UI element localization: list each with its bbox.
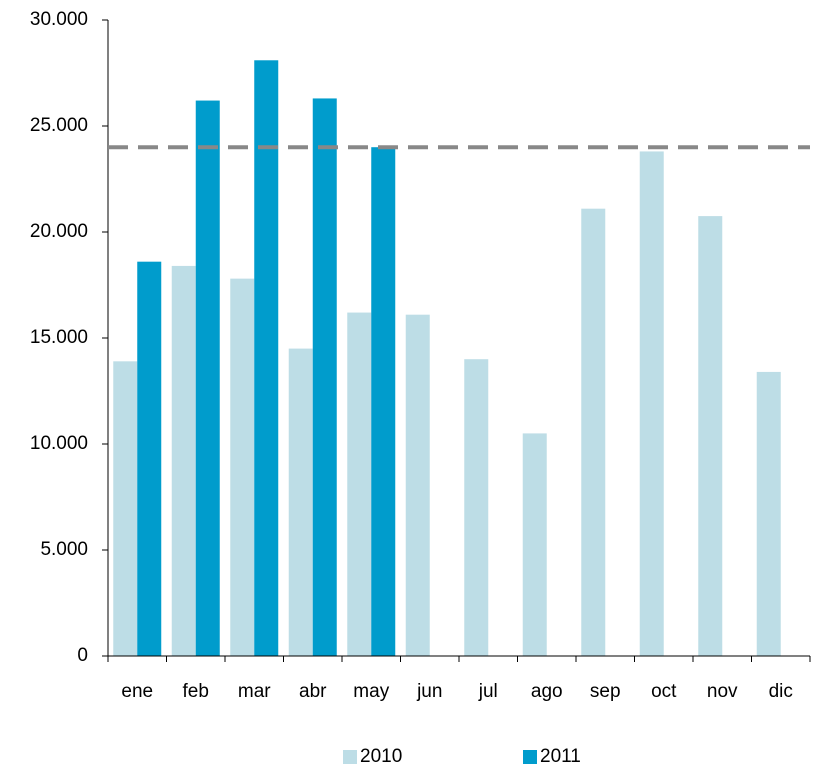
x-tick-label: mar <box>238 681 271 702</box>
x-tick-label: ago <box>531 681 563 702</box>
bar <box>639 151 664 656</box>
bar <box>137 261 162 656</box>
y-tick-label: 20.000 <box>30 221 88 242</box>
y-tick-label: 10.000 <box>30 433 88 454</box>
bar <box>756 371 781 656</box>
bar <box>288 348 313 656</box>
y-tick-label: 25.000 <box>30 115 88 136</box>
bar <box>464 359 489 656</box>
bar <box>195 100 220 656</box>
x-tick-label: dic <box>769 681 793 702</box>
x-tick-label: may <box>353 681 389 702</box>
legend-label: 2011 <box>540 746 581 767</box>
legend-swatch <box>343 750 357 764</box>
y-tick-label: 15.000 <box>30 327 88 348</box>
bar <box>171 265 196 656</box>
x-tick-label: feb <box>183 681 209 702</box>
x-tick-label: sep <box>590 681 621 702</box>
bar <box>347 312 372 656</box>
bar <box>405 314 430 656</box>
bar <box>522 433 547 656</box>
x-tick-label: ene <box>121 681 153 702</box>
legend-swatch <box>523 750 537 764</box>
x-tick-label: jun <box>416 681 442 702</box>
y-tick-label: 5.000 <box>40 539 88 560</box>
x-tick-label: jul <box>478 681 498 702</box>
y-tick-label: 0 <box>77 645 88 666</box>
bar <box>698 216 723 656</box>
x-tick-label: oct <box>651 681 677 702</box>
y-tick-label: 30.000 <box>30 9 88 30</box>
bar <box>581 208 606 656</box>
bar <box>113 361 138 656</box>
bar <box>230 278 255 656</box>
bar <box>312 98 337 656</box>
x-tick-label: abr <box>299 681 327 702</box>
bar <box>254 60 279 656</box>
bar <box>371 147 396 656</box>
legend-label: 2010 <box>360 746 402 767</box>
x-tick-label: nov <box>707 681 738 702</box>
